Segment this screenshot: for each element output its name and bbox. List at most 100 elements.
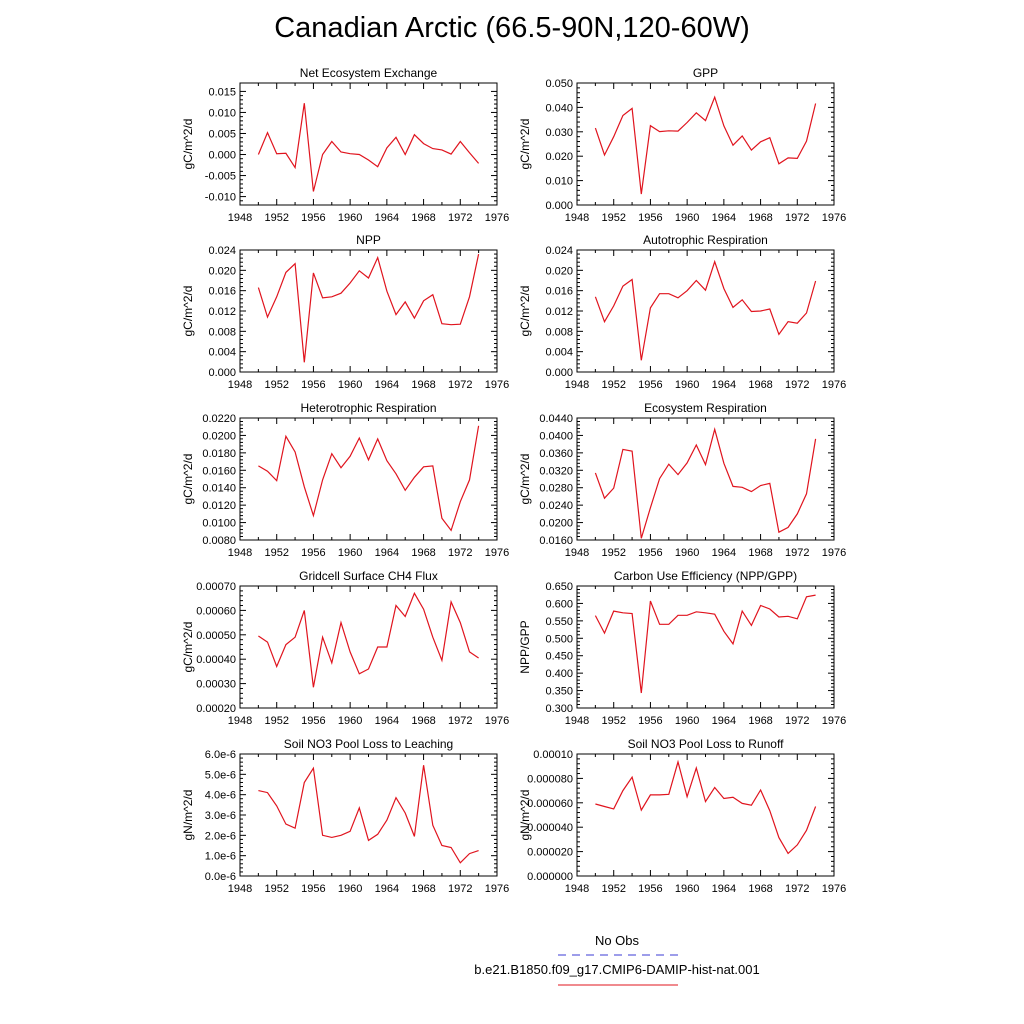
x-tick-label: 1976 — [485, 212, 509, 224]
y-tick-label: 0.0140 — [202, 483, 236, 495]
x-tick-label: 1968 — [748, 883, 772, 895]
y-tick-label: 0.000040 — [527, 822, 573, 834]
x-tick-label: 1972 — [448, 547, 472, 559]
x-tick-label: 1952 — [264, 547, 288, 559]
series-line — [258, 591, 479, 688]
y-axis-label: gC/m^2/d — [181, 286, 195, 337]
chart-title: Soil NO3 Pool Loss to Runoff — [628, 737, 785, 751]
chart-title: GPP — [693, 66, 718, 80]
x-tick-label: 1956 — [301, 212, 325, 224]
y-tick-label: 0.020 — [545, 265, 573, 277]
x-tick-label: 1968 — [411, 212, 435, 224]
x-tick-label: 1948 — [565, 883, 589, 895]
x-tick-label: 1964 — [712, 547, 736, 559]
chart-title: Net Ecosystem Exchange — [300, 66, 438, 80]
x-tick-label: 1960 — [338, 379, 362, 391]
x-tick-label: 1976 — [485, 547, 509, 559]
legend-item: b.e21.B1850.f09_g17.CMIP6-DAMIP-hist-nat… — [474, 962, 760, 986]
y-tick-label: 0.500 — [545, 633, 573, 645]
y-tick-label: 4.0e-6 — [205, 790, 236, 802]
x-tick-label: 1960 — [675, 715, 699, 727]
y-axis-label: gC/m^2/d — [518, 454, 532, 505]
y-tick-label: 0.008 — [208, 326, 236, 338]
x-tick-label: 1952 — [264, 212, 288, 224]
y-tick-label: 0.008 — [545, 326, 573, 338]
x-tick-label: 1976 — [822, 379, 846, 391]
x-tick-label: 1948 — [228, 715, 252, 727]
y-tick-label: 0.030 — [545, 127, 573, 139]
chart-title: NPP — [356, 233, 381, 247]
y-tick-label: 0.300 — [545, 703, 573, 715]
x-tick-label: 1952 — [264, 379, 288, 391]
x-tick-label: 1972 — [448, 883, 472, 895]
x-tick-label: 1960 — [675, 883, 699, 895]
y-tick-label: 0.000000 — [527, 871, 573, 883]
chart-title: Gridcell Surface CH4 Flux — [299, 569, 438, 583]
x-tick-label: 1956 — [638, 212, 662, 224]
y-tick-label: 0.550 — [545, 616, 573, 628]
x-tick-label: 1956 — [638, 379, 662, 391]
y-axis-label: gC/m^2/d — [181, 622, 195, 673]
x-tick-label: 1952 — [601, 715, 625, 727]
x-tick-label: 1972 — [785, 715, 809, 727]
y-axis-label: gC/m^2/d — [181, 454, 195, 505]
x-tick-label: 1960 — [338, 547, 362, 559]
y-tick-label: 0.400 — [545, 668, 573, 680]
x-tick-label: 1948 — [565, 547, 589, 559]
x-tick-label: 1972 — [785, 883, 809, 895]
y-tick-label: 0.004 — [545, 347, 573, 359]
y-tick-label: 0.000080 — [527, 773, 573, 785]
y-tick-label: 0.350 — [545, 686, 573, 698]
y-tick-label: 0.000060 — [527, 798, 573, 810]
x-tick-label: 1972 — [448, 379, 472, 391]
x-tick-label: 1956 — [638, 715, 662, 727]
x-tick-label: 1960 — [338, 715, 362, 727]
x-tick-label: 1976 — [822, 715, 846, 727]
chart-heterotrophic-respiration: Heterotrophic Respiration gC/m^2/d 1948 195… — [181, 401, 509, 559]
y-tick-label: 6.0e-6 — [205, 749, 236, 761]
chart-net-ecosystem-exchange: Net Ecosystem Exchange gC/m^2/d 1948 1952 19… — [181, 66, 509, 224]
x-tick-label: 1972 — [785, 212, 809, 224]
x-tick-label: 1956 — [638, 883, 662, 895]
y-tick-label: 0.000020 — [527, 847, 573, 859]
y-tick-label: 0.0320 — [539, 465, 573, 477]
y-tick-label: 0.600 — [545, 598, 573, 610]
chart-soil-no3-pool-loss-to-leaching: Soil NO3 Pool Loss to Leaching gN/m^2/d 19… — [181, 737, 509, 895]
x-tick-label: 1968 — [748, 547, 772, 559]
y-tick-label: 0.00030 — [196, 679, 236, 691]
x-tick-label: 1956 — [301, 715, 325, 727]
y-tick-label: 0.0080 — [202, 535, 236, 547]
series-line — [594, 594, 816, 694]
y-tick-label: 0.040 — [545, 102, 573, 114]
y-tick-label: 0.010 — [545, 176, 573, 188]
y-tick-label: 0.024 — [208, 245, 236, 257]
y-tick-label: 0.000 — [208, 150, 236, 162]
x-tick-label: 1968 — [411, 379, 435, 391]
y-tick-label: -0.010 — [205, 192, 236, 204]
x-tick-label: 1964 — [712, 715, 736, 727]
y-tick-label: 0.004 — [208, 347, 236, 359]
y-tick-label: 0.0160 — [202, 465, 236, 477]
chart-title: Carbon Use Efficiency (NPP/GPP) — [614, 569, 797, 583]
chart-title: Autotrophic Respiration — [643, 233, 768, 247]
y-axis-label: NPP/GPP — [518, 620, 532, 673]
x-tick-label: 1956 — [301, 547, 325, 559]
x-tick-label: 1972 — [448, 715, 472, 727]
series-line — [595, 759, 817, 855]
legend-label: b.e21.B1850.f09_g17.CMIP6-DAMIP-hist-nat… — [474, 962, 759, 977]
x-tick-label: 1956 — [301, 379, 325, 391]
x-tick-label: 1964 — [712, 883, 736, 895]
x-tick-label: 1952 — [601, 547, 625, 559]
x-tick-label: 1972 — [785, 547, 809, 559]
x-tick-label: 1968 — [411, 883, 435, 895]
x-tick-label: 1956 — [638, 547, 662, 559]
x-tick-label: 1948 — [228, 379, 252, 391]
series-line — [594, 95, 817, 195]
x-tick-label: 1968 — [748, 379, 772, 391]
y-tick-label: 0.012 — [208, 306, 236, 318]
x-tick-label: 1960 — [675, 379, 699, 391]
y-axis-label: gN/m^2/d — [181, 790, 195, 841]
x-tick-label: 1976 — [822, 883, 846, 895]
y-tick-label: 1.0e-6 — [205, 851, 236, 863]
